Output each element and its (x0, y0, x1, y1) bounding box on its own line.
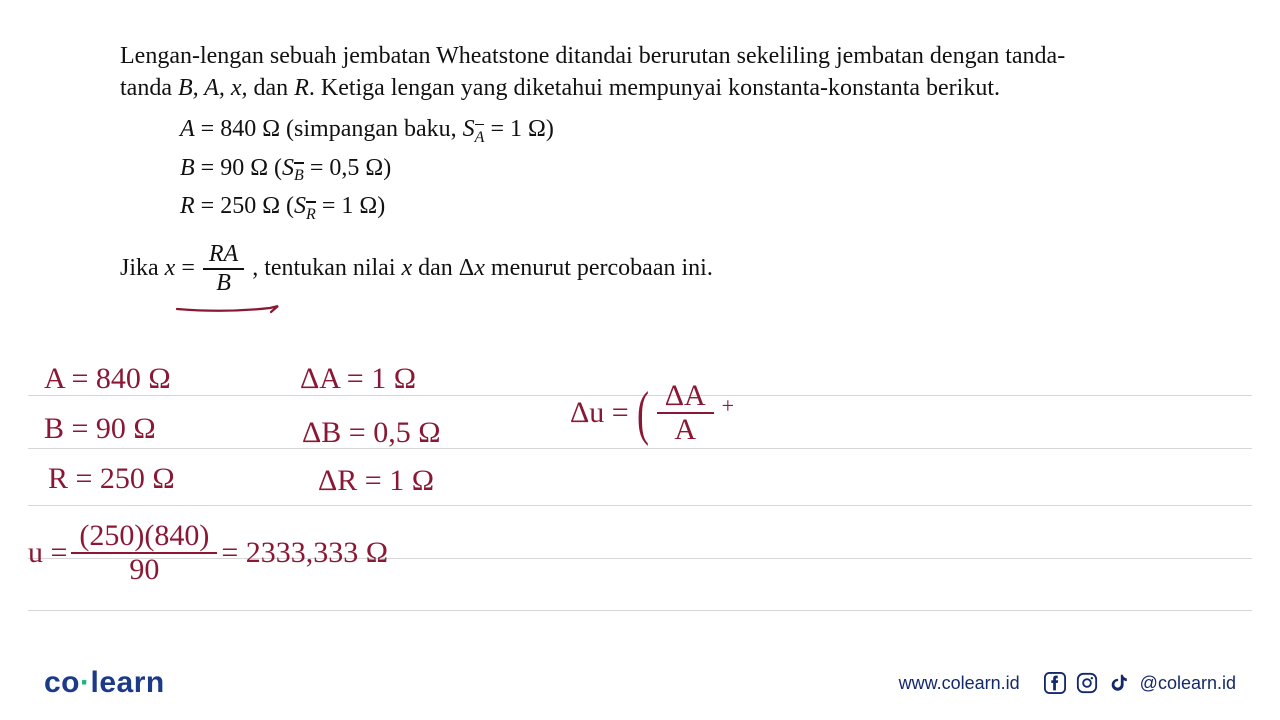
logo-learn: learn (91, 666, 165, 699)
red-underline (175, 302, 280, 312)
fraction-ra-b: RA B (203, 241, 244, 296)
s-bbar: SB (282, 155, 304, 181)
x: x (165, 255, 176, 281)
paragraph-line-2: tanda B, A, x, dan R. Ketiga lengan yang… (120, 72, 1140, 104)
lhs: Δu = (570, 396, 629, 430)
text: menurut percobaan ini. (485, 255, 713, 281)
problem-text: Lengan-lengan sebuah jembatan Wheatstone… (120, 40, 1140, 296)
s-abar: SA (463, 116, 485, 142)
hand-b: B = 90 Ω (44, 412, 156, 446)
given-b: B = 90 Ω (SB = 0,5 Ω) (180, 150, 1140, 189)
text: tanda (120, 75, 178, 101)
paren-open: ( (637, 395, 649, 431)
vars-bax: B, A, x, (178, 75, 248, 101)
denominator: B (210, 270, 237, 296)
logo: co·learn (44, 666, 165, 700)
paragraph-line-1: Lengan-lengan sebuah jembatan Wheatstone… (120, 40, 1140, 72)
den: A (666, 414, 704, 446)
footer: co·learn www.colearn.id @colearn.id (0, 656, 1280, 720)
numerator: RA (203, 241, 244, 269)
text: dan (248, 75, 295, 101)
eq: = (175, 255, 195, 281)
rhs: = 1 Ω) (316, 193, 385, 219)
ruled-line (28, 610, 1252, 611)
jika: Jika (120, 255, 165, 281)
jika-line: Jika x = RA B , tentukan nilai x dan Δx … (120, 241, 1140, 296)
social: @colearn.id (1044, 672, 1236, 694)
plus: + (722, 393, 734, 419)
tiktok-icon (1108, 672, 1130, 694)
hand-db: ΔB = 0,5 Ω (302, 416, 441, 450)
text: . Ketiga lengan yang diketahui mempunyai… (309, 75, 1000, 101)
x2: x (402, 255, 413, 281)
text: , tentukan nilai (252, 255, 401, 281)
num: ΔA (657, 380, 714, 414)
lhs: A (180, 116, 195, 142)
frac-u: (250)(840) 90 (71, 520, 217, 585)
logo-dot: · (80, 666, 91, 699)
hand-a: A = 840 Ω (44, 362, 171, 396)
hand-dr: ΔR = 1 Ω (318, 464, 434, 498)
social-handle: @colearn.id (1140, 673, 1236, 694)
var-r: R (294, 75, 309, 101)
mid: = 840 Ω (simpangan baku, (195, 116, 463, 142)
s-rbar: SR (294, 193, 316, 219)
lhs: R (180, 193, 195, 219)
given-a: A = 840 Ω (simpangan baku, SA = 1 Ω) (180, 111, 1140, 150)
hand-da: ΔA = 1 Ω (300, 362, 416, 396)
rhs: = 2333,333 Ω (221, 536, 388, 570)
lhs: B (180, 155, 195, 181)
facebook-icon (1044, 672, 1066, 694)
logo-co: co (44, 666, 80, 699)
rhs: = 1 Ω) (484, 116, 553, 142)
mid: = 90 Ω ( (195, 155, 282, 181)
footer-url: www.colearn.id (899, 673, 1020, 694)
frac-da-a: ΔA A (657, 380, 714, 445)
mid: = 250 Ω ( (195, 193, 294, 219)
x3: x (474, 255, 485, 281)
dan-delta: dan Δ (412, 255, 474, 281)
rhs: = 0,5 Ω) (304, 155, 391, 181)
hand-du: Δu = ( ΔA A + (570, 380, 734, 445)
given-r: R = 250 Ω (SR = 1 Ω) (180, 188, 1140, 227)
den: 90 (121, 554, 167, 586)
ruled-line (28, 448, 1252, 449)
ruled-line (28, 505, 1252, 506)
hand-u: u = (250)(840) 90 = 2333,333 Ω (28, 520, 388, 585)
num: (250)(840) (71, 520, 217, 554)
hand-r: R = 250 Ω (48, 462, 175, 496)
instagram-icon (1076, 672, 1098, 694)
lhs: u = (28, 536, 67, 570)
